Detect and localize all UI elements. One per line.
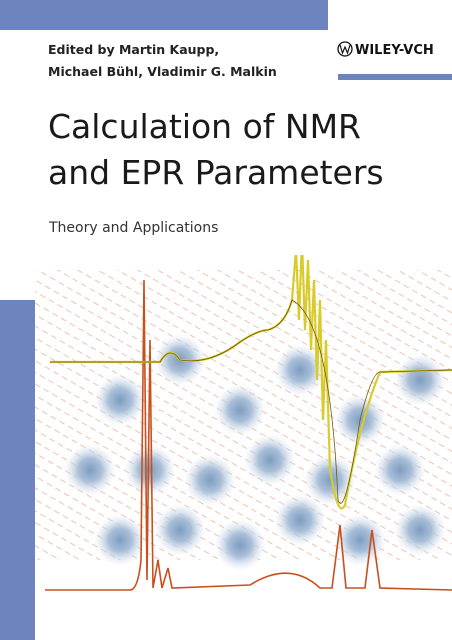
publisher-logo: [337, 41, 353, 57]
publisher-rule: [338, 74, 452, 80]
cover-artwork: [35, 255, 452, 591]
editors-line: Michael Bühl, Vladimir G. Malkin: [48, 64, 277, 79]
artwork-blob: [394, 354, 446, 406]
artwork-blob: [374, 444, 426, 496]
artwork-blob: [334, 514, 386, 566]
artwork-blob: [274, 344, 326, 396]
artwork-blob: [304, 454, 356, 506]
artwork-blob: [274, 494, 326, 546]
title-line: and EPR Parameters: [48, 153, 384, 192]
side-band: [0, 300, 35, 640]
artwork-blob: [394, 504, 446, 556]
subtitle: Theory and Applications: [48, 220, 218, 236]
artwork-blob: [154, 504, 206, 556]
artwork-blob: [244, 434, 296, 486]
editors-line: Edited by Martin Kaupp,: [48, 42, 219, 57]
artwork-blob: [94, 514, 146, 566]
title-line: Calculation of NMR: [48, 107, 361, 146]
publisher: WILEY-VCH: [355, 43, 434, 58]
artwork-blob: [94, 374, 146, 426]
artwork-blob: [214, 384, 266, 436]
artwork-blob: [214, 519, 266, 571]
artwork-blob: [124, 444, 176, 496]
artwork-blob: [64, 444, 116, 496]
artwork-blob: [184, 454, 236, 506]
top-band: [0, 0, 328, 30]
